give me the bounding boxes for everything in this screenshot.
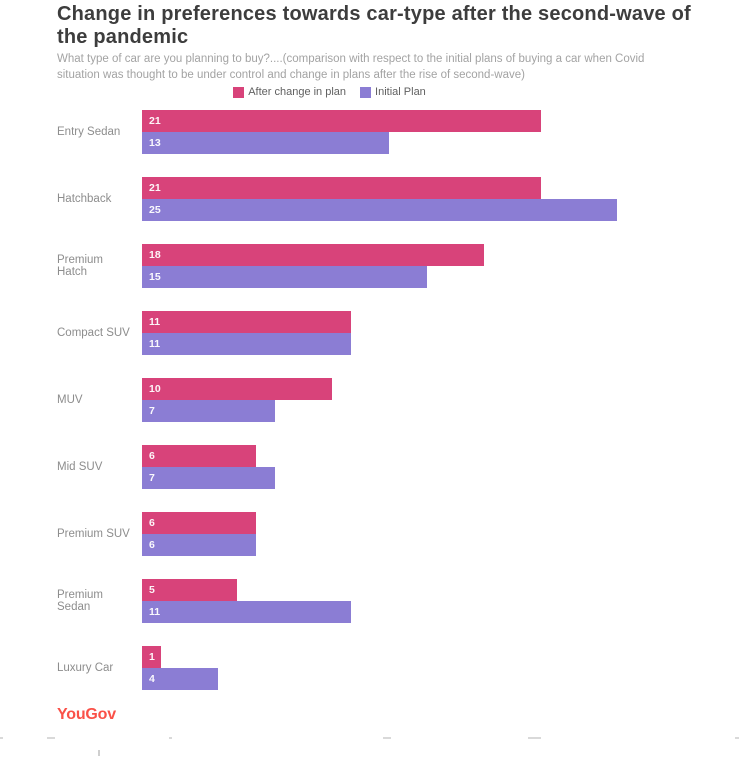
page-edge-dash: [383, 737, 391, 739]
category-row: Compact SUV 11 11: [57, 311, 739, 355]
category-row: Luxury Car 1 4: [57, 646, 739, 690]
legend-swatch: [360, 86, 372, 98]
bar-after-change-in-plan: 21: [142, 110, 541, 132]
legend: After change in plan Initial Plan: [57, 86, 602, 98]
bar-pair: 21 13: [142, 110, 739, 154]
bar-initial-plan: 15: [142, 266, 427, 288]
category-row: Mid SUV 6 7: [57, 445, 739, 489]
chart-title: Change in preferences towards car-type a…: [57, 3, 691, 48]
bar-pair: 18 15: [142, 244, 739, 288]
bar-value-label: 11: [149, 316, 161, 328]
bar-after-change-in-plan: 10: [142, 378, 332, 400]
bar-value-label: 1: [149, 651, 155, 663]
page-edge-dash: [735, 737, 739, 739]
bar-initial-plan: 13: [142, 132, 389, 154]
legend-label: Initial Plan: [375, 86, 426, 98]
bar-after-change-in-plan: 6: [142, 512, 256, 534]
page-edge-dash: [528, 737, 541, 739]
bar-chart: Entry Sedan 21 13 Hatchback 21 25 Premium Hatc…: [57, 110, 739, 713]
bar-after-change-in-plan: 11: [142, 311, 351, 333]
category-label: Premium Sedan: [57, 589, 104, 613]
category-label: Compact SUV: [57, 327, 130, 339]
category-row: Premium SUV 6 6: [57, 512, 739, 556]
bar-pair: 10 7: [142, 378, 739, 422]
category-label: MUV: [57, 394, 83, 406]
category-row: Entry Sedan 21 13: [57, 110, 739, 154]
bar-value-label: 18: [149, 249, 161, 261]
bar-value-label: 21: [149, 182, 161, 194]
bar-initial-plan: 7: [142, 400, 275, 422]
yougov-logo[interactable]: YouGov: [57, 706, 116, 723]
category-row: Hatchback 21 25: [57, 177, 739, 221]
bar-value-label: 11: [149, 338, 161, 350]
bar-value-label: 25: [149, 204, 161, 216]
bar-value-label: 6: [149, 450, 155, 462]
chart-subtitle: What type of car are you planning to buy…: [57, 53, 645, 81]
category-row: Premium Hatch 18 15: [57, 244, 739, 288]
legend-item: After change in plan: [233, 86, 346, 98]
bar-value-label: 11: [149, 606, 161, 618]
bar-pair: 11 11: [142, 311, 739, 355]
bar-after-change-in-plan: 6: [142, 445, 256, 467]
bar-initial-plan: 6: [142, 534, 256, 556]
legend-swatch: [233, 86, 245, 98]
bar-initial-plan: 11: [142, 333, 351, 355]
bar-value-label: 4: [149, 673, 155, 685]
bar-initial-plan: 11: [142, 601, 351, 623]
legend-item: Initial Plan: [360, 86, 426, 98]
page-edge-dash: [0, 737, 3, 739]
bar-value-label: 6: [149, 517, 155, 529]
bar-pair: 21 25: [142, 177, 739, 221]
bar-value-label: 7: [149, 472, 155, 484]
legend-label: After change in plan: [248, 86, 347, 98]
page-edge-dash: [169, 737, 172, 739]
category-label: Mid SUV: [57, 461, 103, 473]
bar-after-change-in-plan: 21: [142, 177, 541, 199]
bar-pair: 5 11: [142, 579, 739, 623]
bar-initial-plan: 7: [142, 467, 275, 489]
page-edge-tick: [98, 750, 100, 756]
bar-after-change-in-plan: 1: [142, 646, 161, 668]
category-label: Entry Sedan: [57, 126, 121, 138]
bar-after-change-in-plan: 18: [142, 244, 484, 266]
category-label: Luxury Car: [57, 662, 114, 674]
category-row: Premium Sedan 5 11: [57, 579, 739, 623]
bar-value-label: 7: [149, 405, 155, 417]
bar-value-label: 15: [149, 271, 161, 283]
bar-initial-plan: 4: [142, 668, 218, 690]
bar-after-change-in-plan: 5: [142, 579, 237, 601]
bar-initial-plan: 25: [142, 199, 617, 221]
bar-value-label: 6: [149, 539, 155, 551]
bar-value-label: 21: [149, 115, 161, 127]
category-label: Premium SUV: [57, 528, 130, 540]
category-label: Hatchback: [57, 193, 112, 205]
category-row: MUV 10 7: [57, 378, 739, 422]
page-edge-dash: [47, 737, 55, 739]
bar-value-label: 5: [149, 584, 155, 596]
bar-value-label: 13: [149, 137, 161, 149]
bar-value-label: 10: [149, 383, 161, 395]
category-label: Premium Hatch: [57, 254, 104, 278]
